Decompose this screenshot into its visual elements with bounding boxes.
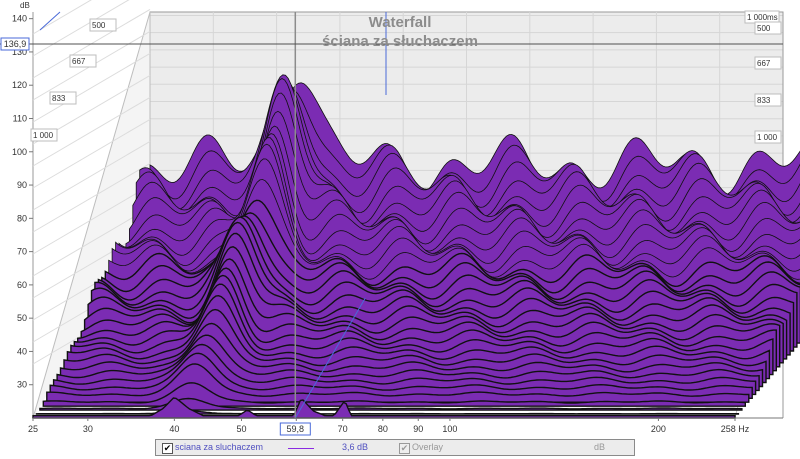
- x-tick-label: 25: [28, 424, 38, 434]
- time-tick-label-right: 1 000: [757, 133, 778, 142]
- x-tick-label: 70: [338, 424, 348, 434]
- y-axis-unit-label: dB: [20, 1, 30, 10]
- side-wall-edge: [32, 11, 151, 419]
- time-tick-box-right: [754, 93, 782, 107]
- side-wall-hatch: [32, 162, 151, 233]
- y-tick-label: 140: [12, 14, 27, 24]
- time-tick-label-right: 500: [757, 24, 771, 33]
- cursor-overlays: [0, 11, 783, 419]
- time-tick-label: 500: [92, 21, 106, 30]
- y-tick-label: 60: [17, 280, 27, 290]
- overlay-unit: dB: [594, 442, 606, 452]
- time-tick-label-right: 833: [757, 96, 771, 105]
- waterfall-slice: [39, 397, 743, 411]
- time-tick-box-right: [754, 21, 782, 35]
- x-tick-label: 200: [651, 424, 666, 434]
- x-tick-label: 80: [378, 424, 388, 434]
- x-readout-value: 59,8: [287, 424, 305, 434]
- cursor-corner-line: [39, 11, 61, 31]
- y-tick-label: 120: [12, 80, 27, 90]
- time-tick-label: 1 000: [33, 131, 54, 140]
- x-tick-label: 100: [442, 424, 457, 434]
- y-tick-label: 80: [17, 213, 27, 223]
- x-tick-label: 90: [413, 424, 423, 434]
- side-wall-hatch: [32, 118, 151, 189]
- time-tick-label: 667: [72, 57, 86, 66]
- time-tick-box: [30, 128, 58, 142]
- y-tick-label: 50: [17, 313, 27, 323]
- side-wall-hatch: [32, 206, 151, 277]
- y-tick-label: 40: [17, 346, 27, 356]
- waterfall-slices: [32, 74, 800, 419]
- y-tick-label: 70: [17, 247, 27, 257]
- time-tick-box: [69, 54, 97, 68]
- series-line-swatch: [288, 448, 314, 449]
- side-wall-hatch: [32, 140, 151, 211]
- time-tick-label-right: 1 000ms: [747, 13, 778, 22]
- x-tick-label: 258 Hz: [721, 424, 750, 434]
- chart-subtitle: ściana za słuchaczem: [322, 33, 478, 50]
- time-tick-box-right: [754, 56, 782, 70]
- axes: dB 30 40 50 60 70 80 90 100 110 120 130 140 136,9 500 6…: [0, 1, 783, 436]
- y-tick-label: 100: [12, 147, 27, 157]
- series-checkbox[interactable]: ✔: [162, 443, 173, 454]
- waterfall-slice: [42, 382, 746, 407]
- time-tick-box-right: [754, 130, 782, 144]
- side-wall-hatch: [32, 184, 151, 255]
- chart-title: Waterfall: [369, 14, 432, 31]
- time-tick-box: [89, 18, 117, 32]
- y-tick-label: 90: [17, 180, 27, 190]
- waterfall-slice: [46, 363, 750, 403]
- side-wall-hatch: [32, 52, 151, 123]
- waterfall-slice: [35, 409, 740, 415]
- time-tick-label-right: 667: [757, 59, 771, 68]
- y-tick-label: 30: [17, 380, 27, 390]
- overlay-checkbox[interactable]: ✔: [399, 443, 410, 454]
- time-tick-label: 833: [52, 94, 66, 103]
- waterfall-slice: [32, 397, 736, 419]
- y-readout-box: [0, 37, 30, 51]
- cursor-depth-line: [294, 297, 366, 419]
- side-wall-hatch: [32, 0, 92, 35]
- x-readout-box: [279, 422, 311, 436]
- series-value: 3,6 dB: [342, 442, 369, 452]
- y-tick-label: 110: [13, 113, 27, 123]
- x-tick-label: 30: [83, 424, 93, 434]
- x-tick-label: 50: [236, 424, 246, 434]
- legend-bar: ✔ sciana za sluchaczem 3,6 dB ✔ Overlay …: [155, 439, 635, 456]
- side-wall-hatch: [32, 96, 151, 167]
- x-tick-label: 40: [169, 424, 179, 434]
- y-readout-value: 136,9: [4, 39, 27, 49]
- time-tick-box: [49, 91, 77, 105]
- series-name: sciana za sluchaczem: [175, 442, 264, 452]
- overlay-label: Overlay: [412, 442, 444, 452]
- y-tick-label: 130: [12, 47, 27, 57]
